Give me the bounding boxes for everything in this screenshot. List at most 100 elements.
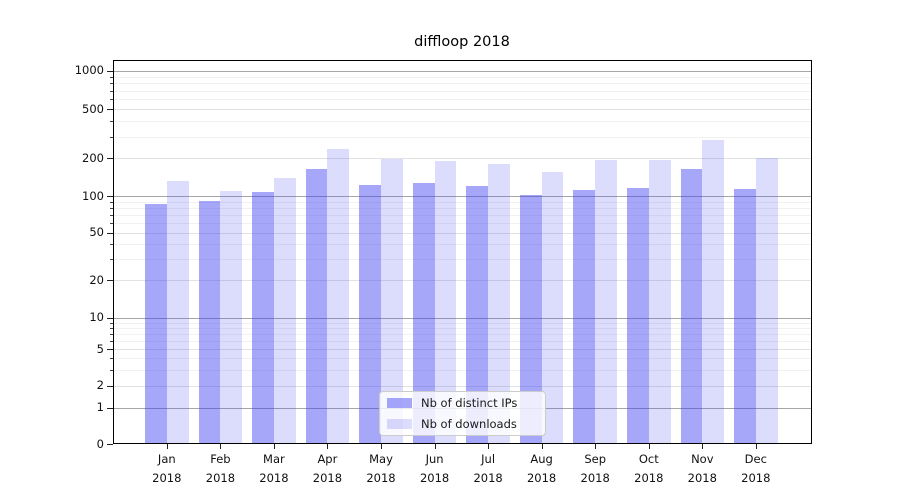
x-tick-year: 2018	[366, 470, 396, 485]
gridline-minor-3	[114, 369, 811, 371]
bar-distinct-ips-oct	[627, 187, 649, 444]
x-tick-month: Mar	[263, 452, 285, 466]
x-tick-label-jan: Jan 2018	[135, 450, 199, 487]
bar-distinct-ips-may	[359, 185, 381, 444]
gridline-minor-8	[114, 327, 811, 329]
y-tick-minor-40	[109, 244, 113, 246]
y-tick-label-500: 500	[82, 101, 104, 116]
x-tick-year: 2018	[312, 470, 343, 485]
gridline-minor-70	[114, 214, 811, 216]
gridline-minor-60	[114, 223, 811, 224]
x-tick-year: 2018	[473, 470, 503, 485]
x-tick-year: 2018	[419, 470, 450, 485]
legend-swatch-downloads	[387, 418, 412, 430]
x-tick-jun	[434, 444, 436, 449]
x-tick-month: Feb	[210, 452, 231, 466]
y-tick-minor-800	[109, 83, 113, 85]
x-tick-label-jul: Jul 2018	[456, 450, 520, 487]
y-tick-minor-90	[109, 201, 113, 203]
bar-downloads-apr	[327, 148, 350, 444]
y-tick-label-5: 5	[96, 341, 104, 356]
x-tick-month: Apr	[317, 452, 338, 466]
bar-downloads-oct	[648, 160, 671, 444]
x-tick-month: Jul	[481, 452, 496, 466]
gridline-minor-7	[114, 333, 811, 335]
x-tick-label-dec: Dec 2018	[724, 450, 788, 487]
y-tick-label-20: 20	[89, 272, 104, 287]
x-tick-mar	[273, 444, 275, 449]
gridline-5	[114, 349, 811, 350]
x-tick-label-aug: Aug 2018	[510, 450, 574, 487]
gridline-1000	[114, 70, 811, 72]
y-tick-minor-60	[109, 223, 113, 224]
x-tick-label-oct: Oct 2018	[617, 450, 681, 487]
x-tick-apr	[327, 444, 329, 449]
y-tick-minor-600	[109, 99, 113, 101]
x-tick-feb	[220, 444, 222, 449]
legend-swatch-distinct-ips	[387, 397, 412, 409]
bar-distinct-ips-mar	[252, 192, 274, 444]
y-tick-100	[107, 196, 113, 197]
x-tick-month: Jun	[425, 452, 444, 466]
x-tick-label-nov: Nov 2018	[670, 450, 734, 487]
bar-distinct-ips-nov	[680, 169, 703, 444]
x-tick-label-feb: Feb 2018	[188, 450, 252, 487]
x-tick-nov	[702, 444, 704, 449]
y-tick-minor-70	[109, 214, 113, 216]
legend-item-distinct-ips: Nb of distinct IPs	[387, 393, 545, 414]
bar-downloads-aug	[541, 171, 564, 444]
gridline-minor-4	[114, 357, 811, 359]
y-tick-minor-700	[109, 90, 113, 92]
gridline-minor-9	[114, 322, 811, 324]
bar-downloads-jan	[166, 180, 189, 444]
y-tick-500	[107, 109, 113, 111]
legend-label-downloads: Nb of downloads	[421, 417, 517, 431]
x-tick-label-sep: Sep 2018	[563, 450, 627, 487]
gridline-minor-6	[114, 340, 811, 342]
y-tick-minor-400	[109, 121, 113, 123]
gridline-minor-700	[114, 90, 811, 92]
y-tick-label-10: 10	[89, 310, 104, 325]
x-tick-year: 2018	[259, 470, 289, 485]
y-tick-label-1: 1	[96, 400, 104, 414]
bar-downloads-feb	[220, 190, 243, 444]
y-tick-label-50: 50	[89, 225, 104, 240]
x-tick-month: May	[369, 452, 393, 466]
gridline-minor-30	[114, 259, 811, 261]
x-tick-sep	[595, 444, 597, 449]
y-tick-label-1000: 1000	[74, 63, 104, 78]
y-tick-minor-80	[109, 207, 113, 209]
x-tick-month: Nov	[691, 452, 714, 466]
gridline-200	[114, 158, 811, 160]
y-tick-minor-4	[109, 357, 113, 359]
chart-title: diffloop 2018	[414, 34, 510, 50]
y-tick-minor-7	[109, 333, 113, 335]
y-tick-label-0: 0	[96, 436, 104, 451]
gridline-minor-600	[114, 99, 811, 101]
gridline-minor-80	[114, 207, 811, 209]
y-tick-5	[107, 349, 113, 350]
bar-downloads-mar	[273, 177, 296, 444]
y-tick-200	[107, 158, 113, 160]
y-tick-20	[107, 280, 113, 281]
y-tick-minor-9	[109, 322, 113, 324]
y-tick-label-100: 100	[82, 188, 104, 203]
gridline-minor-800	[114, 83, 811, 85]
gridline-minor-90	[114, 201, 811, 203]
bar-distinct-ips-aug	[519, 194, 542, 444]
legend: Nb of distinct IPs Nb of downloads	[379, 391, 546, 436]
bar-downloads-jun	[434, 161, 457, 444]
bar-downloads-dec	[755, 157, 778, 444]
x-tick-year: 2018	[687, 470, 717, 485]
x-tick-month: Sep	[584, 452, 607, 466]
y-tick-minor-8	[109, 327, 113, 329]
y-tick-2	[107, 385, 113, 387]
bar-distinct-ips-feb	[198, 201, 221, 444]
y-tick-50	[107, 232, 113, 234]
x-tick-month: Dec	[744, 452, 767, 466]
x-tick-jan	[166, 444, 168, 449]
bar-distinct-ips-apr	[305, 169, 328, 444]
x-tick-dec	[755, 444, 757, 449]
y-tick-minor-900	[109, 76, 113, 78]
